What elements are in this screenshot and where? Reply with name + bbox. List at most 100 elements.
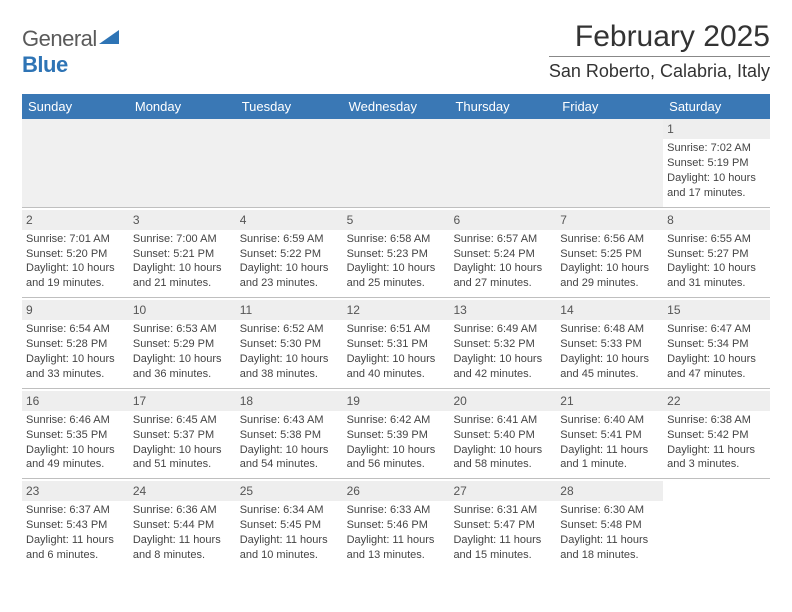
daylight-text: Daylight: 11 hours and 15 minutes.: [453, 533, 552, 563]
calendar-cell: [449, 119, 556, 207]
sunrise-text: Sunrise: 7:00 AM: [133, 232, 232, 247]
sunset-text: Sunset: 5:47 PM: [453, 518, 552, 533]
calendar-row: 16Sunrise: 6:46 AMSunset: 5:35 PMDayligh…: [22, 388, 770, 479]
weekday-header: Tuesday: [236, 94, 343, 119]
calendar-cell: [343, 119, 450, 207]
calendar-cell: 3Sunrise: 7:00 AMSunset: 5:21 PMDaylight…: [129, 208, 236, 298]
sunset-text: Sunset: 5:23 PM: [347, 247, 446, 262]
sunrise-text: Sunrise: 6:41 AM: [453, 413, 552, 428]
daylight-text: Daylight: 10 hours and 45 minutes.: [560, 352, 659, 382]
daylight-text: Daylight: 11 hours and 10 minutes.: [240, 533, 339, 563]
calendar-row: 2Sunrise: 7:01 AMSunset: 5:20 PMDaylight…: [22, 207, 770, 298]
weekday-header: Monday: [129, 94, 236, 119]
calendar-cell: 19Sunrise: 6:42 AMSunset: 5:39 PMDayligh…: [343, 389, 450, 479]
sunset-text: Sunset: 5:48 PM: [560, 518, 659, 533]
calendar: Sunday Monday Tuesday Wednesday Thursday…: [22, 94, 770, 569]
sunset-text: Sunset: 5:44 PM: [133, 518, 232, 533]
sunrise-text: Sunrise: 6:30 AM: [560, 503, 659, 518]
day-number: 2: [22, 210, 129, 230]
sunrise-text: Sunrise: 6:45 AM: [133, 413, 232, 428]
sunrise-text: Sunrise: 6:57 AM: [453, 232, 552, 247]
sunset-text: Sunset: 5:27 PM: [667, 247, 766, 262]
logo: General Blue: [22, 20, 119, 78]
day-number: 28: [556, 481, 663, 501]
day-number: 4: [236, 210, 343, 230]
calendar-cell: 28Sunrise: 6:30 AMSunset: 5:48 PMDayligh…: [556, 479, 663, 569]
day-number: 27: [449, 481, 556, 501]
sunrise-text: Sunrise: 6:47 AM: [667, 322, 766, 337]
sunset-text: Sunset: 5:29 PM: [133, 337, 232, 352]
month-title: February 2025: [549, 20, 770, 57]
calendar-cell: 12Sunrise: 6:51 AMSunset: 5:31 PMDayligh…: [343, 298, 450, 388]
sunrise-text: Sunrise: 6:40 AM: [560, 413, 659, 428]
day-number: 11: [236, 300, 343, 320]
calendar-row: 1 Sunrise: 7:02 AMSunset: 5:19 PMDaylight…: [22, 119, 770, 207]
daylight-text: Daylight: 10 hours and 51 minutes.: [133, 443, 232, 473]
daylight-text: Daylight: 11 hours and 1 minute.: [560, 443, 659, 473]
sunset-text: Sunset: 5:38 PM: [240, 428, 339, 443]
title-block: February 2025 San Roberto, Calabria, Ita…: [549, 20, 770, 82]
sunset-text: Sunset: 5:39 PM: [347, 428, 446, 443]
daylight-text: Daylight: 11 hours and 3 minutes.: [667, 443, 766, 473]
sunset-text: Sunset: 5:22 PM: [240, 247, 339, 262]
calendar-cell: 10Sunrise: 6:53 AMSunset: 5:29 PMDayligh…: [129, 298, 236, 388]
sunset-text: Sunset: 5:20 PM: [26, 247, 125, 262]
daylight-text: Daylight: 10 hours and 42 minutes.: [453, 352, 552, 382]
day-number: 26: [343, 481, 450, 501]
daylight-text: Daylight: 10 hours and 54 minutes.: [240, 443, 339, 473]
sunset-text: Sunset: 5:28 PM: [26, 337, 125, 352]
sunrise-text: Sunrise: 6:49 AM: [453, 322, 552, 337]
sunset-text: Sunset: 5:31 PM: [347, 337, 446, 352]
calendar-cell: 23Sunrise: 6:37 AMSunset: 5:43 PMDayligh…: [22, 479, 129, 569]
daylight-text: Daylight: 10 hours and 33 minutes.: [26, 352, 125, 382]
sunrise-text: Sunrise: 7:02 AM: [667, 141, 766, 156]
calendar-cell: 6Sunrise: 6:57 AMSunset: 5:24 PMDaylight…: [449, 208, 556, 298]
sunset-text: Sunset: 5:25 PM: [560, 247, 659, 262]
sunrise-text: Sunrise: 6:54 AM: [26, 322, 125, 337]
daylight-text: Daylight: 10 hours and 40 minutes.: [347, 352, 446, 382]
calendar-cell: 1 Sunrise: 7:02 AMSunset: 5:19 PMDaylight…: [663, 119, 770, 207]
calendar-body: 1Sunrise: 7:02 AMSunset: 5:19 PMDaylight…: [22, 119, 770, 569]
daylight-text: Daylight: 10 hours and 19 minutes.: [26, 261, 125, 291]
daylight-text: Daylight: 10 hours and 56 minutes.: [347, 443, 446, 473]
day-number: 15: [663, 300, 770, 320]
sunrise-text: Sunrise: 6:43 AM: [240, 413, 339, 428]
day-number: 23: [22, 481, 129, 501]
day-number: 1: [663, 119, 770, 139]
calendar-cell: 27Sunrise: 6:31 AMSunset: 5:47 PMDayligh…: [449, 479, 556, 569]
day-number: 8: [663, 210, 770, 230]
weekday-header: Wednesday: [343, 94, 450, 119]
day-number: 18: [236, 391, 343, 411]
weekday-header: Sunday: [22, 94, 129, 119]
calendar-cell: 18 Sunrise: 6:43 AMSunset: 5:38 PMDayligh…: [236, 389, 343, 479]
day-number: 14: [556, 300, 663, 320]
day-number: 9: [22, 300, 129, 320]
sunset-text: Sunset: 5:42 PM: [667, 428, 766, 443]
sunset-text: Sunset: 5:21 PM: [133, 247, 232, 262]
day-number: 16: [22, 391, 129, 411]
calendar-cell: 21Sunrise: 6:40 AMSunset: 5:41 PMDayligh…: [556, 389, 663, 479]
calendar-cell: 9 Sunrise: 6:54 AMSunset: 5:28 PMDaylight…: [22, 298, 129, 388]
sunset-text: Sunset: 5:19 PM: [667, 156, 766, 171]
sunrise-text: Sunrise: 6:52 AM: [240, 322, 339, 337]
daylight-text: Daylight: 10 hours and 25 minutes.: [347, 261, 446, 291]
sunset-text: Sunset: 5:35 PM: [26, 428, 125, 443]
day-number: 6: [449, 210, 556, 230]
sunrise-text: Sunrise: 6:48 AM: [560, 322, 659, 337]
location: San Roberto, Calabria, Italy: [549, 61, 770, 82]
daylight-text: Daylight: 10 hours and 36 minutes.: [133, 352, 232, 382]
sunset-text: Sunset: 5:40 PM: [453, 428, 552, 443]
calendar-cell: 26Sunrise: 6:33 AMSunset: 5:46 PMDayligh…: [343, 479, 450, 569]
sunrise-text: Sunrise: 6:37 AM: [26, 503, 125, 518]
sunset-text: Sunset: 5:34 PM: [667, 337, 766, 352]
calendar-cell: 5Sunrise: 6:58 AMSunset: 5:23 PMDaylight…: [343, 208, 450, 298]
day-number: 13: [449, 300, 556, 320]
calendar-cell: 13Sunrise: 6:49 AMSunset: 5:32 PMDayligh…: [449, 298, 556, 388]
sunrise-text: Sunrise: 6:33 AM: [347, 503, 446, 518]
day-number: 5: [343, 210, 450, 230]
day-number: 3: [129, 210, 236, 230]
daylight-text: Daylight: 10 hours and 47 minutes.: [667, 352, 766, 382]
daylight-text: Daylight: 10 hours and 17 minutes.: [667, 171, 766, 201]
sunrise-text: Sunrise: 6:36 AM: [133, 503, 232, 518]
day-number: 10: [129, 300, 236, 320]
